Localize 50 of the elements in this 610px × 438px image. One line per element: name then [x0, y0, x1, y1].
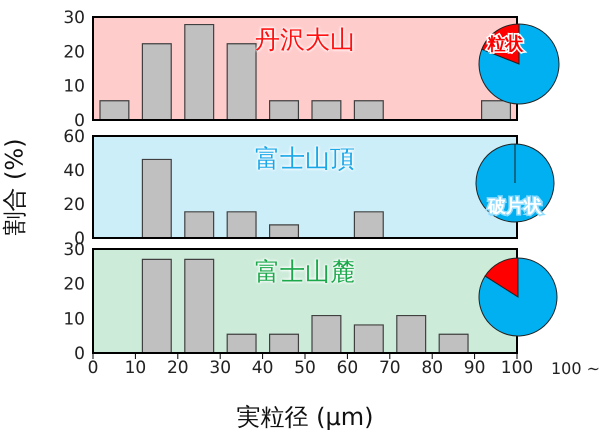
- chart-title: 富士山頂: [254, 143, 356, 175]
- bar: [269, 224, 300, 238]
- bar: [396, 314, 426, 353]
- chart-title: 丹沢大山: [255, 25, 355, 54]
- x-tick-label: 80: [421, 358, 444, 378]
- bar: [99, 100, 130, 120]
- bar: [269, 100, 300, 120]
- bar: [142, 258, 172, 353]
- bar: [354, 211, 384, 238]
- y-tick-label: 10: [63, 309, 85, 330]
- pie-slice: [478, 24, 560, 104]
- bar: [184, 211, 214, 238]
- x-axis-title: 実粒径 (μm): [236, 403, 374, 431]
- y-tick-label: 0: [74, 344, 85, 364]
- chart-title: 富士山麓: [254, 256, 356, 288]
- bar: [142, 43, 172, 120]
- x-tick-label: 50: [294, 358, 316, 378]
- x-tick-label: 30: [209, 358, 232, 378]
- x-tick-label: 70: [378, 358, 401, 378]
- y-tick-label: 30: [63, 8, 85, 28]
- bar: [311, 100, 342, 120]
- bar: [184, 24, 214, 120]
- bar: [311, 314, 342, 353]
- bar: [354, 324, 384, 353]
- x-tick-label: 60: [336, 358, 358, 378]
- y-tick-label: 40: [63, 161, 85, 182]
- bar: [226, 211, 257, 238]
- x-tick-label: 10: [124, 358, 146, 378]
- y-tick-label: 60: [63, 127, 85, 148]
- x-tick-label: 40: [252, 358, 274, 378]
- bar: [226, 43, 257, 120]
- bar: [354, 100, 384, 120]
- pie-slice: [478, 258, 558, 336]
- slice-label: 破片状: [487, 196, 543, 217]
- bar: [438, 334, 469, 353]
- x-tick-label: 20: [166, 358, 189, 378]
- bar: [269, 334, 300, 353]
- x-tick-label: 100: [500, 358, 534, 378]
- bar: [142, 158, 172, 238]
- bar: [184, 258, 214, 353]
- y-tick-label: 10: [63, 76, 85, 97]
- y-axis-title: 割合 (%): [0, 138, 29, 236]
- bar: [226, 334, 257, 353]
- x-tick-label: 90: [464, 358, 486, 378]
- bar: [481, 100, 512, 120]
- text: 100 ~: [551, 359, 600, 378]
- y-tick-label: 20: [63, 195, 85, 216]
- y-tick-label: 20: [63, 274, 85, 295]
- y-tick-label: 20: [63, 42, 85, 62]
- x-tick-label: 0: [88, 358, 98, 378]
